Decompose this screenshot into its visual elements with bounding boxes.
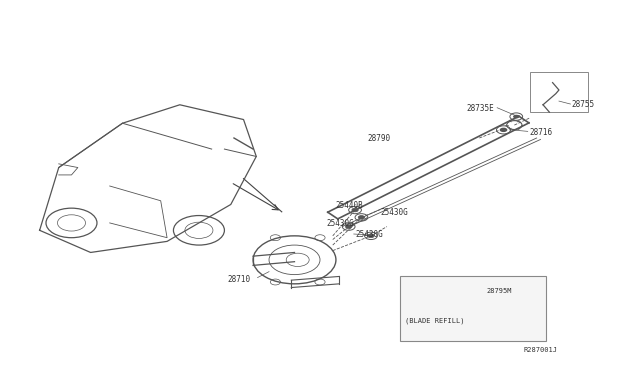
Text: 25430G: 25430G — [326, 219, 354, 228]
Circle shape — [500, 128, 508, 132]
Text: 28795M: 28795M — [487, 288, 513, 294]
Text: R287001J: R287001J — [524, 347, 558, 353]
Circle shape — [358, 215, 365, 219]
Circle shape — [352, 208, 358, 212]
Circle shape — [368, 234, 374, 238]
Circle shape — [346, 225, 352, 228]
Text: (BLADE REFILL): (BLADE REFILL) — [405, 318, 465, 324]
Bar — [531, 71, 588, 112]
Circle shape — [513, 115, 520, 118]
Text: 28735E: 28735E — [467, 104, 494, 113]
Text: 28755: 28755 — [572, 100, 595, 109]
Bar — [399, 276, 546, 341]
Text: 28710: 28710 — [228, 275, 251, 283]
Text: 28790: 28790 — [368, 134, 391, 142]
Text: 28716: 28716 — [529, 128, 552, 137]
Text: 25430G: 25430G — [381, 208, 408, 217]
Text: 25430G: 25430G — [355, 230, 383, 239]
Text: 25440B: 25440B — [336, 201, 364, 210]
